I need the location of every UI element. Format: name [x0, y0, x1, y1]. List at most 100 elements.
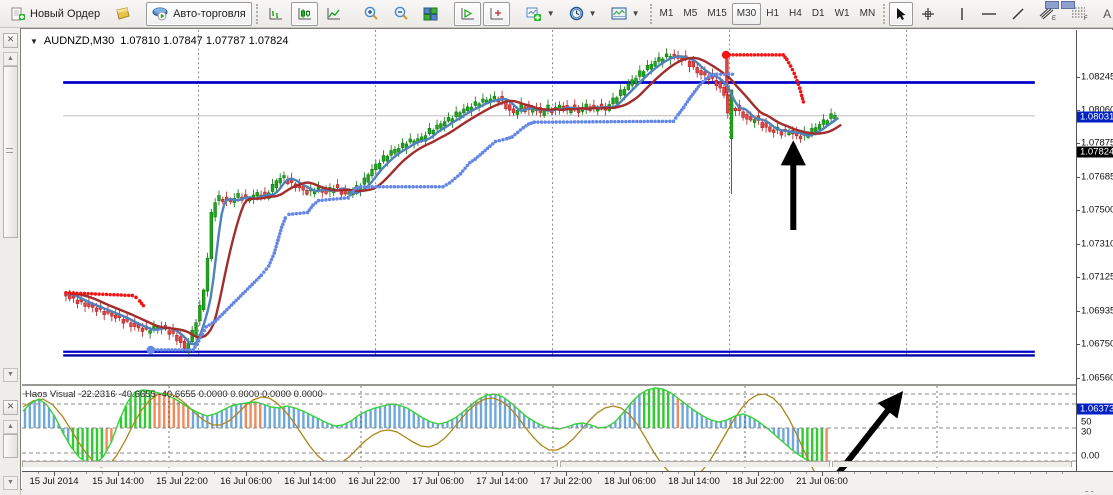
horizontal-line-tool-button[interactable]: [975, 2, 1003, 26]
trendline-tool-button[interactable]: [1005, 2, 1031, 26]
time-minor-tick: [662, 472, 663, 474]
periods-dropdown[interactable]: ▼: [563, 2, 603, 26]
new-chart-dropdown[interactable]: ▼: [520, 2, 561, 26]
window-controls[interactable]: [1045, 1, 1075, 9]
price-tick-label: 1.06560: [1081, 372, 1113, 384]
scroll-down-icon[interactable]: ▼: [3, 368, 18, 382]
chevron-down-icon[interactable]: ▼: [30, 36, 38, 46]
vertical-line-tool-button[interactable]: [951, 2, 973, 26]
time-minor-tick: [582, 472, 583, 474]
fibonacci-tool-button[interactable]: F: [1065, 2, 1095, 26]
new-order-icon: [11, 7, 25, 20]
trendline-icon: [1012, 8, 1024, 19]
metaquotes-button[interactable]: [108, 2, 136, 26]
minimize-box[interactable]: [1045, 1, 1059, 9]
minimized-chart-bar[interactable]: [832, 461, 1072, 467]
templates-dropdown[interactable]: ▼: [605, 2, 646, 26]
tf-d1-button[interactable]: D1: [811, 8, 825, 19]
time-tick-mark: [246, 472, 247, 476]
left-dock-strip: ✕ ▲ ▼ ✕ ▲ ▼: [0, 28, 21, 495]
time-minor-tick: [326, 472, 327, 474]
auto-scroll-button[interactable]: [453, 1, 481, 26]
tile-windows-button[interactable]: [417, 2, 444, 26]
chart-shift-icon: [490, 7, 503, 19]
chart-shift-button[interactable]: [482, 1, 510, 26]
price-tick-mark: [1077, 277, 1080, 278]
scrollbar-thumb[interactable]: [3, 434, 18, 458]
time-minor-tick: [534, 472, 535, 474]
time-tick-mark: [630, 472, 631, 476]
time-minor-tick: [1046, 472, 1047, 474]
clock-icon: [569, 6, 583, 21]
crosshair-tool-button[interactable]: [915, 2, 941, 26]
time-tick-mark: [566, 472, 567, 476]
cursor-tool-button[interactable]: [889, 1, 914, 26]
new-order-button[interactable]: Новый Ордер: [5, 2, 106, 26]
close-indicator-button[interactable]: ✕: [3, 400, 18, 415]
toolbar-drag-handle[interactable]: [255, 3, 258, 24]
time-minor-tick: [150, 472, 151, 474]
price-tick-label: 1.07875: [1081, 137, 1113, 149]
tf-w1-button[interactable]: W1: [834, 8, 850, 19]
tf-m15-button[interactable]: M15: [707, 8, 727, 19]
scroll-down-icon[interactable]: ▼: [3, 476, 18, 490]
tf-m5-button[interactable]: M5: [683, 8, 698, 19]
scroll-up-icon[interactable]: ▲: [3, 420, 18, 434]
tf-mn-button[interactable]: MN: [859, 8, 876, 19]
indicator-scale-label: 50: [1081, 416, 1092, 428]
chevron-down-icon: ▼: [588, 9, 597, 18]
time-minor-tick: [806, 472, 807, 474]
price-tick-mark: [1077, 344, 1080, 345]
tf-h4-button[interactable]: H4: [789, 8, 802, 19]
tf-h1-button[interactable]: H1: [766, 8, 780, 19]
tf-m30-button[interactable]: M30: [731, 2, 762, 25]
price-tick-mark: [1077, 77, 1080, 78]
maximize-box[interactable]: [1061, 1, 1075, 9]
indicator-canvas[interactable]: Haos Visual -22.2316 -40.6655 -40.6655 0…: [22, 386, 1076, 471]
bar-chart-button[interactable]: [262, 2, 289, 26]
minimized-chart-bar[interactable]: [22, 461, 558, 467]
toolbar-drag-handle[interactable]: [649, 3, 652, 24]
time-tick-label: 17 Jul 14:00: [476, 476, 528, 487]
text-tool-button[interactable]: A: [1097, 2, 1113, 26]
price-tick-label: 1.07685: [1081, 171, 1113, 183]
scroll-up-icon[interactable]: ▲: [3, 52, 18, 66]
time-minor-tick: [470, 472, 471, 474]
time-minor-tick: [454, 472, 455, 474]
time-tick-mark: [374, 472, 375, 476]
time-minor-tick: [166, 472, 167, 474]
new-order-label: Новый Ордер: [30, 7, 101, 20]
line-chart-button[interactable]: [320, 2, 347, 26]
price-tick-label: 1.08245: [1081, 71, 1113, 83]
minimized-chart-bar[interactable]: [560, 461, 830, 467]
time-axis[interactable]: 15 Jul 2014 15 Jul 14:00 15 Jul 22:00 16 Ju…: [22, 471, 1113, 491]
time-minor-tick: [774, 472, 775, 474]
zoom-out-button[interactable]: [387, 2, 415, 26]
auto-scroll-icon: [461, 7, 474, 19]
time-minor-tick: [646, 472, 647, 474]
indicator-pane[interactable]: Haos Visual -22.2316 -40.6655 -40.6655 0…: [22, 386, 1076, 472]
time-minor-tick: [278, 472, 279, 474]
zoom-in-button[interactable]: [357, 2, 385, 26]
price-axis[interactable]: 1.08245 1.08060 1.07875 1.07685 1.07500 1.073…: [1076, 30, 1113, 495]
time-minor-tick: [1014, 472, 1015, 474]
price-chart-canvas[interactable]: [22, 30, 1076, 384]
indicator-scale-label: 30: [1081, 426, 1092, 438]
time-minor-tick: [422, 472, 423, 474]
time-tick-mark: [182, 472, 183, 476]
candlestick-chart-button[interactable]: [290, 1, 318, 26]
auto-trading-button[interactable]: Авто-торговля: [146, 1, 252, 26]
indicator-label: Haos Visual -22.2316 -40.6655 -40.6655 0…: [25, 389, 323, 400]
main-chart-pane[interactable]: ▼ AUDNZD,M30 1.07810 1.07847 1.07787 1.0…: [22, 30, 1076, 386]
template-chart-icon: [611, 7, 627, 20]
time-minor-tick: [598, 472, 599, 474]
close-chart-button[interactable]: ✕: [3, 33, 18, 48]
time-minor-tick: [86, 472, 87, 474]
time-minor-tick: [886, 472, 887, 474]
price-tick-mark: [1077, 177, 1080, 178]
symbol-period-label: AUDNZD,M30: [43, 35, 115, 47]
toolbar-drag-handle[interactable]: [883, 3, 886, 24]
line-chart-icon: [327, 7, 340, 19]
tf-m1-button[interactable]: M1: [659, 8, 674, 19]
